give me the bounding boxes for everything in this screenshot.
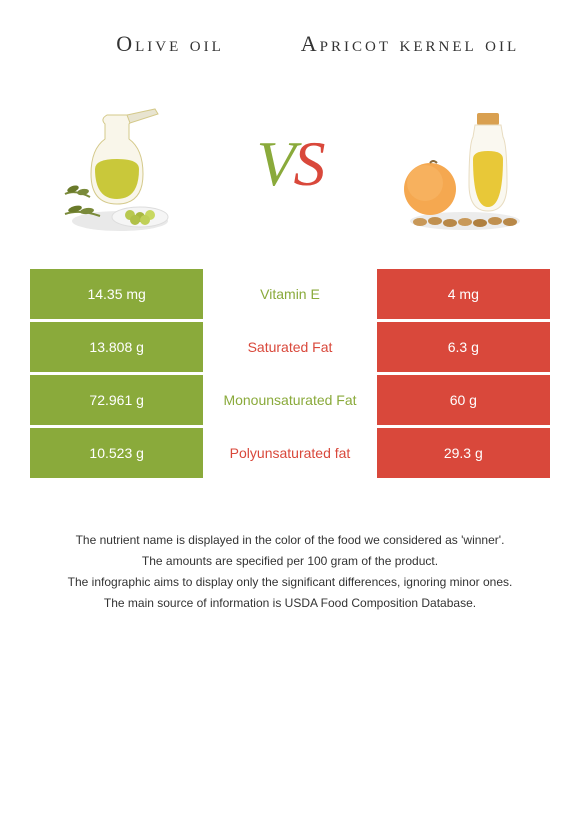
title-right: Apricot kernel oil: [290, 30, 530, 59]
vs-v: V: [256, 128, 293, 199]
table-row: 10.523 gPolyunsaturated fat29.3 g: [30, 428, 550, 481]
footer: The nutrient name is displayed in the co…: [0, 481, 580, 614]
olive-oil-image: [40, 84, 200, 244]
footer-line-1: The nutrient name is displayed in the co…: [40, 531, 540, 550]
cell-left-value: 13.808 g: [30, 322, 203, 372]
cell-right-value: 6.3 g: [377, 322, 550, 372]
cell-right-value: 29.3 g: [377, 428, 550, 478]
cell-left-value: 72.961 g: [30, 375, 203, 425]
table-row: 13.808 gSaturated Fat6.3 g: [30, 322, 550, 375]
table-row: 14.35 mgVitamin E4 mg: [30, 269, 550, 322]
cell-right-value: 60 g: [377, 375, 550, 425]
vs-s: S: [294, 128, 324, 199]
vs-label: VS: [256, 127, 323, 201]
images-row: VS: [0, 69, 580, 269]
header: Olive oil Apricot kernel oil: [0, 0, 580, 69]
table-row: 72.961 gMonounsaturated Fat60 g: [30, 375, 550, 428]
cell-nutrient-name: Monounsaturated Fat: [203, 375, 376, 425]
cell-nutrient-name: Vitamin E: [203, 269, 376, 319]
footer-line-2: The amounts are specified per 100 gram o…: [40, 552, 540, 571]
header-left: Olive oil: [50, 30, 290, 59]
footer-line-3: The infographic aims to display only the…: [40, 573, 540, 592]
cell-left-value: 14.35 mg: [30, 269, 203, 319]
title-left: Olive oil: [50, 30, 290, 59]
apricot-oil-image: [380, 84, 540, 244]
cell-nutrient-name: Polyunsaturated fat: [203, 428, 376, 478]
cell-left-value: 10.523 g: [30, 428, 203, 478]
header-right: Apricot kernel oil: [290, 30, 530, 59]
cell-right-value: 4 mg: [377, 269, 550, 319]
footer-line-4: The main source of information is USDA F…: [40, 594, 540, 613]
comparison-table: 14.35 mgVitamin E4 mg13.808 gSaturated F…: [0, 269, 580, 481]
cell-nutrient-name: Saturated Fat: [203, 322, 376, 372]
